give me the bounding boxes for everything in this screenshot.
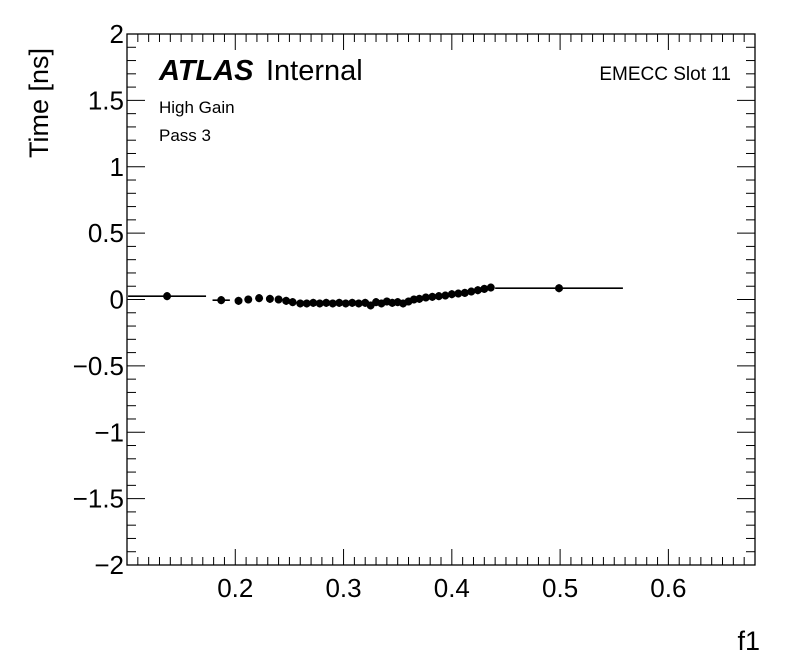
data-point [274,295,283,304]
marker [415,294,424,303]
data-point [234,296,243,305]
x-tick-labels: 0.2 0.3 0.4 0.5 0.6 [217,573,686,603]
y-tick-label: 0 [110,285,124,315]
marker [480,284,489,293]
data-point [128,292,207,301]
slot-label: EMECC Slot 11 [599,64,731,85]
data-point [428,292,437,301]
x-tick-label: 0.3 [325,573,361,603]
y-tick-label: 0.5 [88,218,124,248]
marker [341,299,350,308]
marker [434,292,443,301]
data-point [480,284,489,293]
marker [274,295,283,304]
marker [282,296,291,305]
marker [348,298,357,307]
marker [217,296,226,305]
marker [163,292,172,301]
marker [309,298,318,307]
marker [315,299,324,308]
y-tick-label: −0.5 [73,351,124,381]
data-point [265,294,274,303]
x-tick-label: 0.5 [542,573,578,603]
y-tick-label: −1.5 [73,484,124,514]
atlas-internal-text: Internal [266,55,363,87]
data-point [421,293,430,302]
y-axis-title: Time [ns] [24,48,54,158]
data-point [296,299,305,308]
data-point [354,299,363,308]
y-tick-label: 1.5 [88,85,124,115]
data-point [322,298,331,307]
marker [467,287,476,296]
axis-ticks [126,33,756,566]
data-points [128,283,623,310]
marker [441,291,450,300]
marker [486,283,495,292]
data-point [341,299,350,308]
pass-label: Pass 3 [159,126,211,145]
y-tick-label: 1 [110,152,124,182]
data-point [467,287,476,296]
data-point [255,294,264,303]
data-point [335,298,344,307]
marker [302,299,311,308]
x-axis-title: f1 [737,626,760,656]
marker [447,290,456,299]
data-point [447,290,456,299]
marker [296,299,305,308]
y-tick-label: −1 [94,417,124,447]
data-point [454,289,463,298]
data-point [441,291,450,300]
marker [255,294,264,303]
marker [335,298,344,307]
data-point [415,294,424,303]
marker [288,298,297,307]
marker [454,289,463,298]
x-tick-label: 0.2 [217,573,253,603]
data-point [434,292,443,301]
data-point [348,298,357,307]
data-point [486,283,495,292]
marker [265,294,274,303]
data-point [315,299,324,308]
marker [244,295,253,304]
gain-label: High Gain [159,98,235,117]
data-point [309,298,318,307]
y-tick-labels: −2 −1.5 −1 −0.5 0 0.5 1 1.5 2 [73,19,124,580]
marker [354,299,363,308]
marker [555,284,564,293]
atlas-bold-text: ATLAS [158,55,254,87]
atlas-label: ATLAS Internal [158,55,363,87]
data-point [473,286,482,295]
data-point [328,299,337,308]
data-point [495,284,623,293]
y-tick-label: 2 [110,19,124,49]
data-point [282,296,291,305]
data-point [288,298,297,307]
marker [234,296,243,305]
marker [428,292,437,301]
x-tick-label: 0.6 [650,573,686,603]
marker [322,298,331,307]
data-point [460,288,469,297]
x-tick-label: 0.4 [434,573,470,603]
marker [421,293,430,302]
y-tick-label: −2 [94,550,124,580]
marker [460,288,469,297]
data-point [212,296,230,305]
data-point [302,299,311,308]
marker [328,299,337,308]
data-point [244,295,253,304]
marker [473,286,482,295]
